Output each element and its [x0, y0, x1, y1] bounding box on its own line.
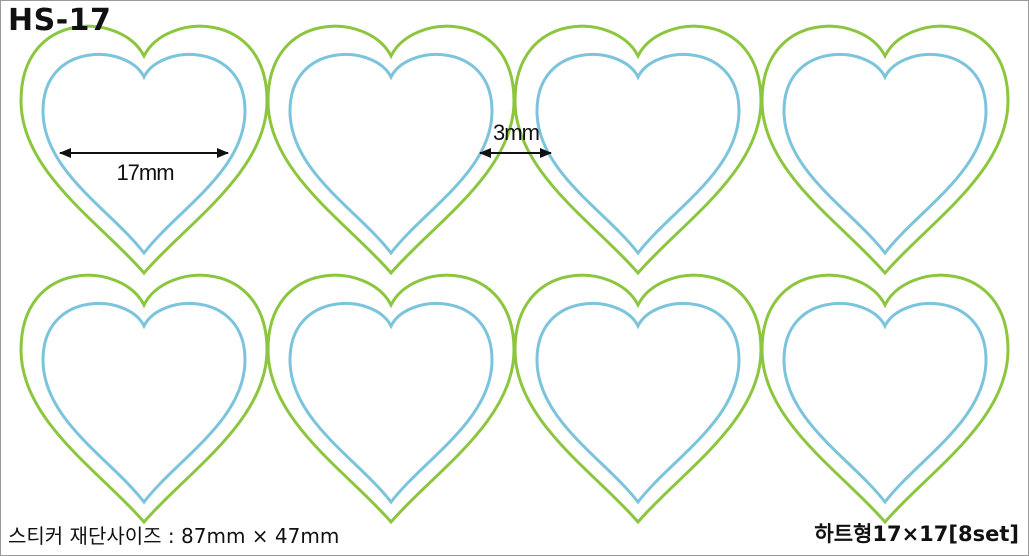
gap-dimension-label: 3mm — [493, 120, 539, 145]
heart-grid — [19, 24, 1010, 524]
heart-sticker — [266, 24, 516, 275]
gap-dimension: 3mm — [479, 120, 552, 158]
heart-sticker — [513, 273, 763, 524]
heart-sticker — [266, 273, 516, 524]
heart-sticker — [19, 24, 269, 275]
width-dimension-label: 17mm — [116, 160, 173, 185]
heart-sticker — [513, 24, 763, 275]
heart-sticker — [760, 273, 1010, 524]
width-dimension: 17mm — [59, 148, 229, 185]
heart-sticker — [760, 24, 1010, 275]
sticker-spec-label: 하트형17×17[8set] — [814, 522, 1019, 546]
cut-size-label: 스티커 재단사이즈 : 87mm × 47mm — [8, 524, 340, 548]
product-code: HS-17 — [8, 3, 112, 38]
heart-sticker — [19, 273, 269, 524]
